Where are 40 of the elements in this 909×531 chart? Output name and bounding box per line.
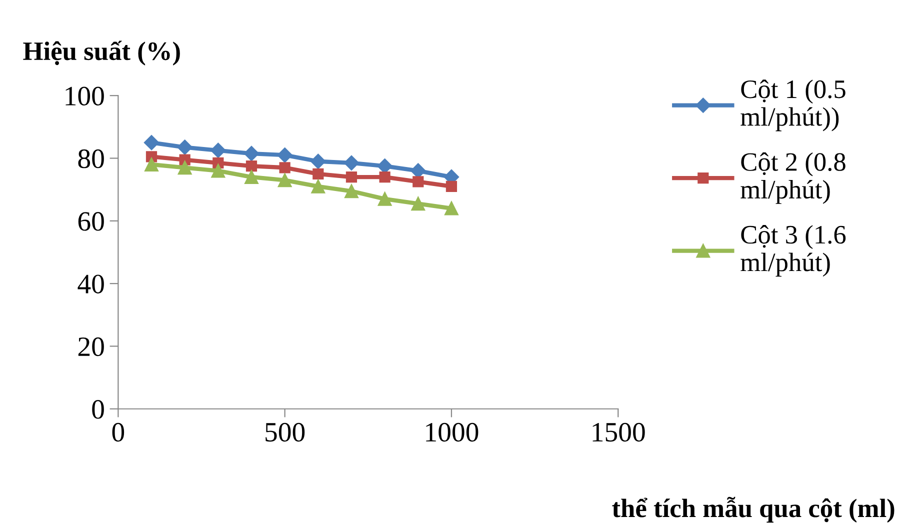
point bbox=[144, 158, 158, 172]
x-tick-label: 1500 bbox=[592, 422, 645, 442]
point bbox=[378, 192, 392, 206]
point bbox=[444, 201, 458, 216]
point bbox=[410, 163, 426, 178]
y-tick-label: 60 bbox=[78, 212, 104, 231]
point bbox=[244, 146, 260, 162]
point bbox=[344, 155, 360, 171]
point bbox=[277, 148, 292, 163]
y-tick-label: 20 bbox=[78, 337, 104, 356]
y-axis-title: Hiệu suất (%) bbox=[23, 40, 180, 66]
point bbox=[411, 196, 426, 211]
y-tick-label: 40 bbox=[78, 274, 104, 294]
point bbox=[344, 184, 358, 198]
point bbox=[379, 171, 390, 183]
x-tick-label: 500 bbox=[266, 422, 305, 442]
point bbox=[177, 140, 192, 155]
point bbox=[244, 170, 258, 184]
y-tick-label: 0 bbox=[92, 400, 104, 419]
x-tick-label: 0 bbox=[112, 422, 124, 442]
point bbox=[210, 142, 226, 158]
legend-label: Cột 2 (0.8 ml/phút) bbox=[740, 152, 846, 204]
point bbox=[144, 135, 160, 150]
y-tick-label: 100 bbox=[66, 86, 104, 106]
legend-label: Cột 1 (0.5 ml/phút)) bbox=[740, 80, 846, 132]
point bbox=[312, 168, 324, 180]
point bbox=[412, 176, 424, 188]
point bbox=[446, 180, 458, 192]
point bbox=[346, 171, 358, 183]
legend-label: Cột 3 (1.6 ml/phút) bbox=[740, 225, 846, 277]
point bbox=[279, 162, 290, 174]
point bbox=[211, 164, 226, 178]
x-tick-label: 1000 bbox=[426, 422, 478, 442]
point bbox=[311, 179, 326, 194]
y-tick-label: 80 bbox=[78, 149, 104, 168]
point bbox=[246, 160, 258, 172]
point bbox=[178, 160, 192, 175]
point bbox=[278, 173, 292, 188]
x-axis-title: thể tích mẫu qua cột (ml) bbox=[612, 496, 894, 523]
point bbox=[310, 154, 326, 169]
